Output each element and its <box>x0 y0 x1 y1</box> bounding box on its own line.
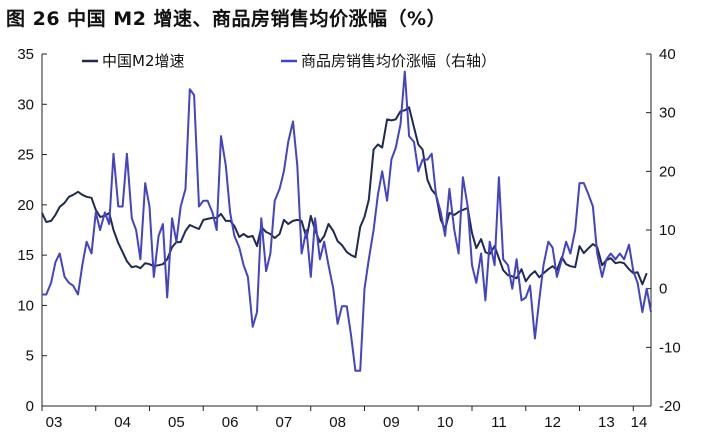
series-line-m2-growth <box>41 106 648 286</box>
legend-label: 中国M2增速 <box>102 52 185 70</box>
x-tick-label: 07 <box>276 414 293 431</box>
y-left-tick-label: 35 <box>17 46 34 63</box>
y-right-tick-label: 20 <box>659 163 676 180</box>
y-left-tick-label: 15 <box>17 247 34 264</box>
series-layer <box>41 70 652 372</box>
legend-label: 商品房销售均价涨幅（右轴） <box>301 52 496 70</box>
x-tick-label: 04 <box>114 414 131 431</box>
x-tick-label: 13 <box>598 414 615 431</box>
y-right-tick-label: -20 <box>659 398 681 415</box>
x-tick-label: 06 <box>222 414 239 431</box>
x-tick-label: 10 <box>437 414 454 431</box>
y-right-tick-label: 40 <box>659 46 676 63</box>
y-right-tick-label: 30 <box>659 105 676 122</box>
y-left-tick-label: 5 <box>26 348 34 365</box>
y-left-tick-label: 10 <box>17 297 34 314</box>
series-line-price-growth <box>42 70 652 372</box>
y-left-tick-label: 20 <box>17 197 34 214</box>
legend: 中国M2增速 商品房销售均价涨幅（右轴） <box>82 52 496 70</box>
x-tick-label: 11 <box>491 414 507 431</box>
x-tick-label: 14 <box>631 414 648 431</box>
x-tick-label: 09 <box>383 414 400 431</box>
x-tick-label: 12 <box>544 414 561 431</box>
y-left-tick-label: 30 <box>17 96 34 113</box>
chart-title: 图 26 中国 M2 增速、商品房销售均价涨幅（%） <box>6 8 447 30</box>
y-left-tick-label: 0 <box>26 398 34 415</box>
y-right-tick-label: 0 <box>659 281 667 298</box>
y-right-tick-label: 10 <box>659 222 676 239</box>
x-tick-label: 08 <box>329 414 346 431</box>
x-tick-label: 03 <box>46 414 63 431</box>
x-tick-label: 05 <box>168 414 185 431</box>
y-left-tick-label: 25 <box>17 147 34 164</box>
y-right-tick-label: -10 <box>659 339 681 356</box>
